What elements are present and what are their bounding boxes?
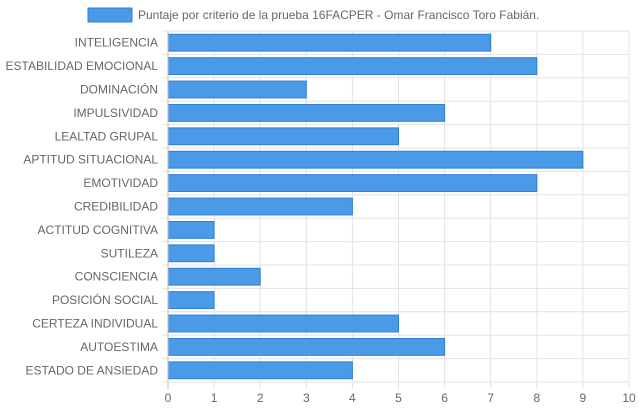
category-label: POSICIÓN SOCIAL: [52, 292, 158, 307]
x-tick-label: 1: [211, 391, 218, 405]
category-label: EMOTIVIDAD: [83, 176, 158, 190]
category-label: CERTEZA INDIVIDUAL: [32, 317, 158, 331]
bar-14[interactable]: [167, 361, 353, 380]
bar-2[interactable]: [167, 80, 307, 99]
bar-10[interactable]: [167, 267, 261, 286]
category-label: ESTABILIDAD EMOCIONAL: [6, 59, 159, 73]
category-label: CREDIBILIDAD: [74, 200, 158, 214]
legend-label: Puntaje por criterio de la prueba 16FACP…: [138, 8, 539, 22]
bar-9[interactable]: [167, 244, 215, 263]
category-label: AUTOESTIMA: [80, 340, 158, 354]
category-label: LEALTAD GRUPAL: [55, 129, 159, 143]
bar-8[interactable]: [167, 220, 215, 239]
bar-0[interactable]: [167, 33, 492, 52]
x-tick-label: 8: [533, 391, 540, 405]
bar-5[interactable]: [167, 150, 584, 169]
x-tick-label: 4: [349, 391, 356, 405]
x-tick-label: 6: [441, 391, 448, 405]
x-tick-label: 10: [622, 391, 636, 405]
legend-swatch: [87, 7, 133, 23]
bar-7[interactable]: [167, 197, 353, 216]
bar-1[interactable]: [167, 57, 538, 76]
category-label: CONSCIENCIA: [75, 270, 158, 284]
bar-12[interactable]: [167, 314, 399, 333]
category-label: IMPULSIVIDAD: [73, 106, 158, 120]
category-label: ACTITUD COGNITIVA: [38, 223, 158, 237]
category-label: INTELIGENCIA: [75, 36, 158, 50]
x-tick-label: 3: [303, 391, 310, 405]
category-label: DOMINACIÓN: [80, 82, 158, 97]
category-label: APTITUD SITUACIONAL: [23, 153, 158, 167]
bar-3[interactable]: [167, 103, 446, 122]
x-tick-label: 7: [487, 391, 494, 405]
x-tick-label: 9: [580, 391, 587, 405]
category-labels: INTELIGENCIA ESTABILIDAD EMOCIONAL DOMINAC…: [6, 36, 159, 378]
category-label: SUTILEZA: [101, 246, 158, 260]
bar-11[interactable]: [167, 291, 215, 310]
bar-4[interactable]: [167, 127, 399, 146]
gridlines: [162, 30, 630, 389]
bars: [167, 33, 584, 380]
x-tick-label: 5: [395, 391, 402, 405]
category-label: ESTADO DE ANSIEDAD: [26, 363, 159, 377]
x-tick-label: 2: [257, 391, 264, 405]
x-tick-label: 0: [165, 391, 172, 405]
legend[interactable]: Puntaje por criterio de la prueba 16FACP…: [87, 7, 539, 23]
x-axis-tick-labels: 0 1 2 3 4 5 6 7 8 9 10: [165, 391, 636, 405]
bar-13[interactable]: [167, 337, 446, 356]
bar-6[interactable]: [167, 174, 538, 193]
